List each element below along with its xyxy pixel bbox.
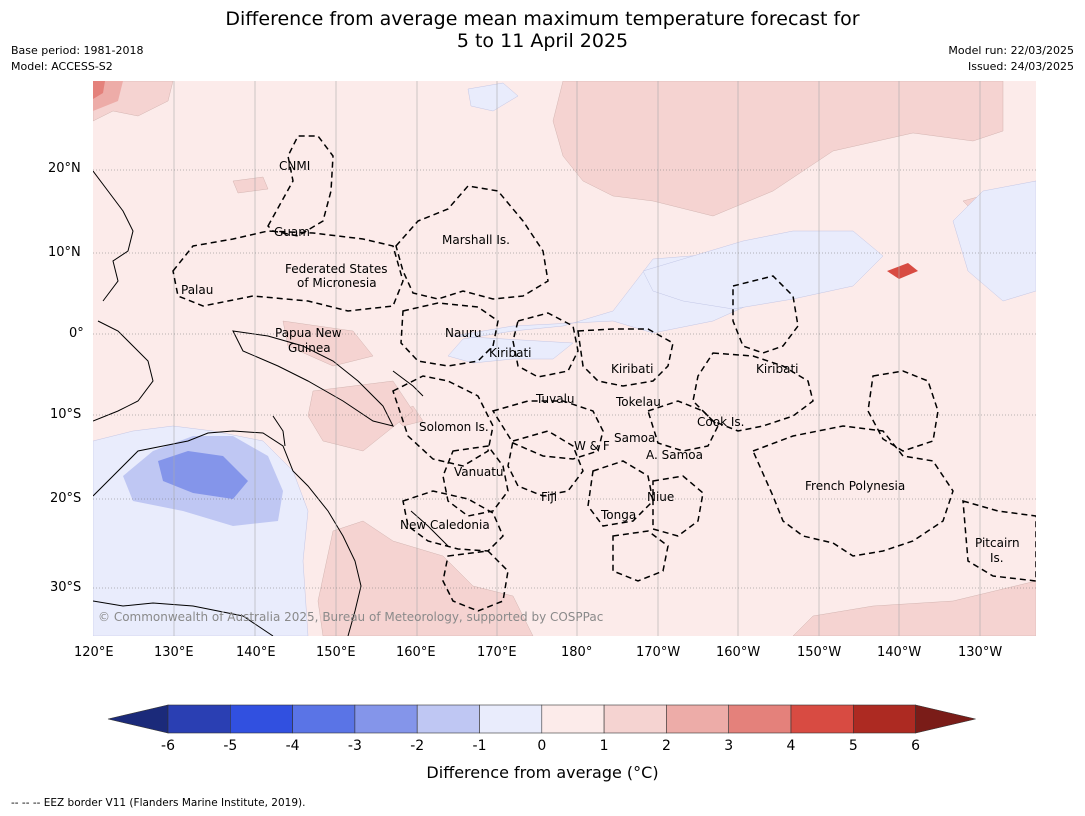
lon-tick-140e: 140°E: [236, 645, 276, 660]
base-period-text: Base period: 1981-2018: [11, 44, 144, 57]
label-kiribati-central: Kiribati: [611, 362, 653, 376]
graticule-lines: [173, 81, 981, 636]
colorbar-segment: [416, 704, 480, 734]
colorbar-tick-label: -5: [223, 738, 237, 754]
lat-tick-20n: 20°N: [48, 161, 81, 176]
colorbar-extend-low: [107, 704, 169, 734]
label-kiribati-west: Kiribati: [489, 346, 531, 360]
label-solomon: Solomon Is.: [419, 420, 489, 434]
lat-tick-30s: 30°S: [50, 580, 82, 595]
label-french-polynesia: French Polynesia: [805, 479, 905, 493]
lon-tick-130w: 130°W: [958, 645, 1003, 660]
anomaly-hot-spot: [887, 263, 918, 279]
lon-tick-180: 180°: [561, 645, 593, 660]
colorbar-segment: [666, 704, 730, 734]
lat-tick-10n: 10°N: [48, 245, 81, 260]
lon-tick-170w: 170°W: [636, 645, 681, 660]
map-title: Difference from average mean maximum tem…: [0, 8, 1085, 52]
label-cnmi: CNMI: [279, 159, 310, 173]
label-american-samoa: A. Samoa: [646, 448, 703, 462]
issued-text: Issued: 24/03/2025: [967, 60, 1074, 73]
label-pitcairn-1: Pitcairn: [975, 536, 1020, 550]
colorbar-ticks: -6 -5 -4 -3 -2 -1 0 1 2 3 4 5 6: [161, 738, 920, 754]
label-pitcairn-2: Is.: [990, 551, 1004, 565]
colorbar-segment: [354, 704, 418, 734]
colorbar-segment: [541, 704, 605, 734]
label-nauru: Nauru: [445, 326, 481, 340]
colorbar-segment: [852, 704, 916, 734]
label-new-caledonia: New Caledonia: [400, 518, 490, 532]
colorbar-tick-label: -6: [161, 738, 175, 754]
model-text: Model: ACCESS-S2: [11, 60, 113, 73]
meta-right: Model run: 22/03/2025 Issued: 24/03/2025: [948, 43, 1074, 75]
label-samoa: Samoa: [614, 431, 655, 445]
colorbar-segment: [167, 704, 231, 734]
anomaly-minus3-minus2-area: [158, 451, 248, 499]
label-fsm-1: Federated States: [285, 262, 387, 276]
colorbar-segment: [292, 704, 356, 734]
lon-tick-160e: 160°E: [396, 645, 436, 660]
label-niue: Niue: [647, 490, 674, 504]
anomaly-1-2-areas: [93, 81, 1036, 636]
colorbar-label: Difference from average (°C): [426, 763, 659, 782]
colorbar-tick-label: -1: [473, 738, 487, 754]
label-fiji: Fiji: [541, 490, 557, 504]
colorbar-tick-label: 6: [911, 738, 920, 754]
label-tonga: Tonga: [600, 508, 636, 522]
lat-tick-10s: 10°S: [50, 407, 82, 422]
latitude-lines: [93, 169, 1036, 589]
lon-tick-120e: 120°E: [74, 645, 114, 660]
eez-borders: [172, 135, 1036, 612]
coastlines: [93, 170, 449, 636]
colorbar: -6 -5 -4 -3 -2 -1 0 1 2 3 4 5 6: [107, 704, 976, 754]
colorbar-extend-high: [915, 704, 976, 734]
label-png-2: Guinea: [288, 341, 331, 355]
label-kiribati-east: Kiribati: [756, 362, 798, 376]
colorbar-tick-label: 0: [537, 738, 546, 754]
colorbar-segments: [107, 704, 976, 734]
label-vanuatu: Vanuatu: [454, 465, 504, 479]
lon-tick-150e: 150°E: [316, 645, 356, 660]
lon-tick-160w: 160°W: [716, 645, 761, 660]
colorbar-tick-label: 2: [662, 738, 671, 754]
colorbar-tick-label: 1: [600, 738, 609, 754]
colorbar-segment: [479, 704, 543, 734]
colorbar-segment: [728, 704, 792, 734]
title-line-2: 5 to 11 April 2025: [456, 30, 629, 52]
label-palau: Palau: [181, 283, 213, 297]
eez-footnote: -- -- -- EEZ border V11 (Flanders Marine…: [11, 797, 306, 809]
label-tokelau: Tokelau: [615, 395, 661, 409]
label-cook: Cook Is.: [697, 415, 744, 429]
lon-tick-150w: 150°W: [797, 645, 842, 660]
colorbar-segment: [603, 704, 667, 734]
lat-tick-20s: 20°S: [50, 491, 82, 506]
colorbar-tick-label: -3: [348, 738, 362, 754]
colorbar-tick-label: 3: [724, 738, 733, 754]
label-marshall: Marshall Is.: [442, 233, 510, 247]
label-guam: Guam: [274, 225, 310, 239]
colorbar-tick-label: 4: [787, 738, 796, 754]
label-tuvalu: Tuvalu: [535, 392, 575, 406]
colorbar-segment: [790, 704, 854, 734]
label-png-1: Papua New: [275, 326, 342, 340]
title-line-1: Difference from average mean maximum tem…: [225, 8, 860, 30]
lat-tick-0: 0°: [69, 326, 84, 341]
meta-left: Base period: 1981-2018 Model: ACCESS-S2: [11, 43, 143, 75]
lon-tick-140w: 140°W: [877, 645, 922, 660]
label-wf: W & F: [574, 439, 610, 453]
anomaly-3-4-area: [93, 81, 105, 99]
colorbar-tick-label: 5: [849, 738, 858, 754]
colorbar-tick-label: -4: [286, 738, 300, 754]
lon-tick-130e: 130°E: [154, 645, 194, 660]
colorbar-tick-label: -2: [410, 738, 424, 754]
copyright-text: © Commonwealth of Australia 2025, Bureau…: [98, 610, 603, 624]
model-run-text: Model run: 22/03/2025: [948, 44, 1074, 57]
forecast-map: CNMI Guam Marshall Is. Federated States …: [93, 81, 1036, 636]
label-fsm-2: of Micronesia: [297, 276, 377, 290]
lon-tick-170e: 170°E: [477, 645, 517, 660]
colorbar-segment: [230, 704, 293, 734]
